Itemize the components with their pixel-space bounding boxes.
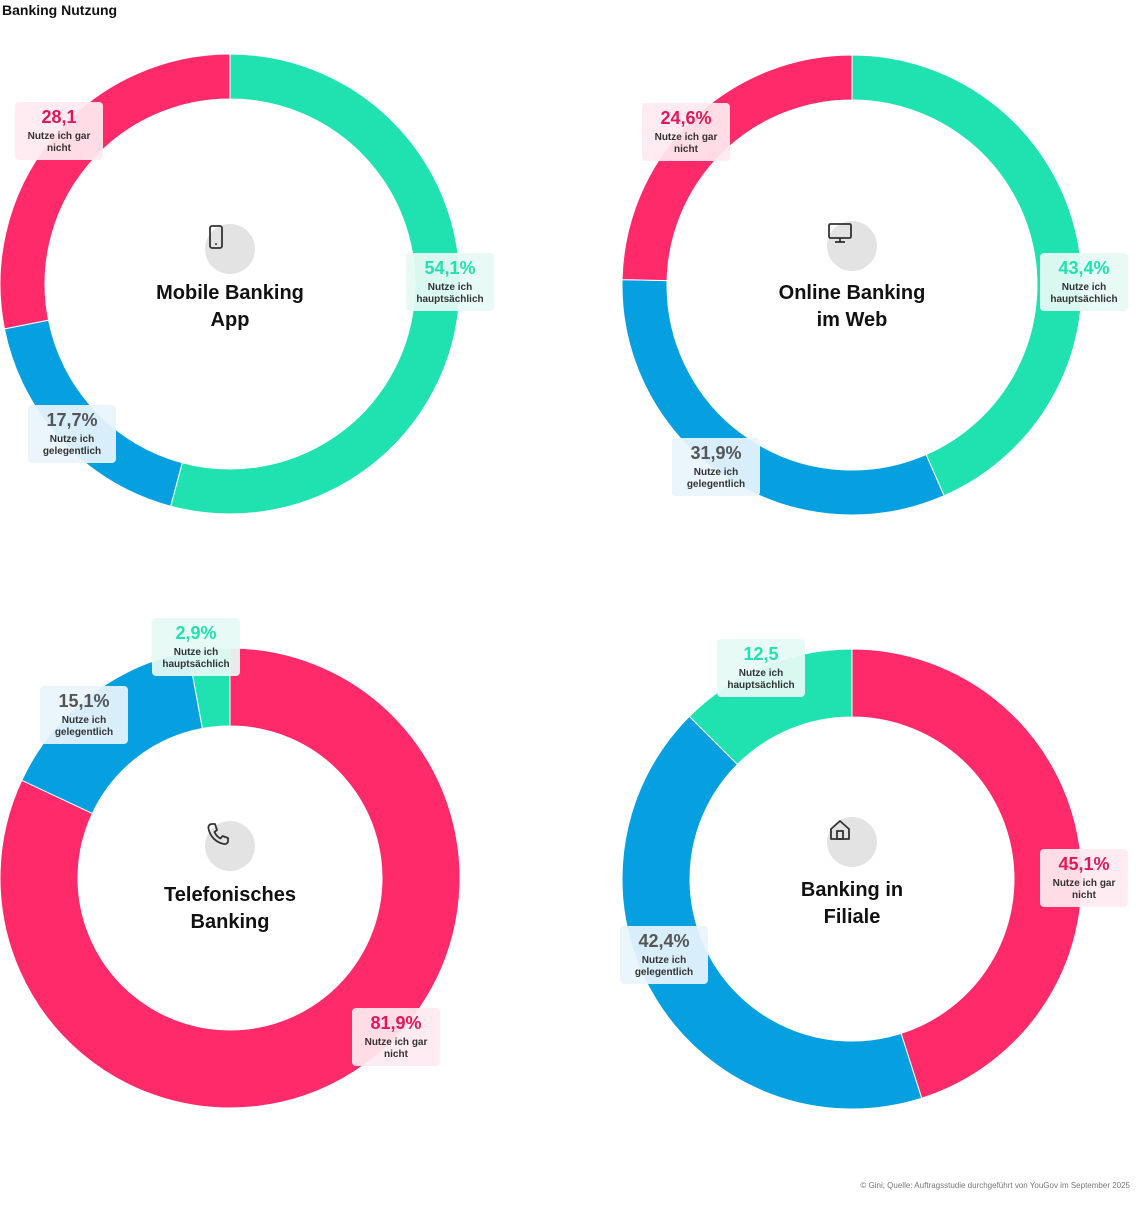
data-label-text: Nutze ich gelegentlich	[634, 955, 694, 978]
data-label-text: Nutze ich hauptsächlich	[416, 282, 484, 305]
data-label-gar_nicht: 81,9% Nutze ich gar nicht	[352, 1008, 440, 1066]
phone-icon	[205, 821, 255, 871]
data-label-gar_nicht: 45,1% Nutze ich gar nicht	[1040, 849, 1128, 907]
chart-title: Mobile Banking App	[156, 282, 304, 331]
data-label-text: Nutze ich gar nicht	[364, 1037, 428, 1060]
slice-gelegentlich	[621, 715, 923, 1110]
data-label-hauptsaechlich: 2,9% Nutze ich hauptsächlich	[152, 618, 240, 676]
data-label-value: 2,9%	[175, 623, 217, 643]
data-label-gelegentlich: 17,7% Nutze ich gelegentlich	[28, 405, 116, 463]
data-label-value: 15,1%	[58, 691, 110, 711]
house-icon	[827, 817, 877, 867]
slice-gar_nicht	[0, 647, 461, 1109]
data-label-text: Nutze ich hauptsächlich	[162, 647, 230, 670]
monitor-icon	[827, 221, 877, 271]
donut-svg	[621, 648, 1083, 1110]
source-footer: © Gini; Quelle: Auftragsstudie durchgefü…	[860, 1181, 1130, 1190]
data-label-text: Nutze ich gelegentlich	[54, 715, 114, 738]
donut-chart-3: Telefonisches Banking 81,9% Nutze ich gar …	[0, 618, 560, 1208]
data-label-gelegentlich: 15,1% Nutze ich gelegentlich	[40, 686, 128, 744]
data-label-value: 45,1%	[1058, 854, 1110, 874]
data-label-text: Nutze ich gar nicht	[1052, 878, 1116, 901]
data-label-text: Nutze ich gar nicht	[654, 132, 718, 155]
data-label-value: 54,1%	[424, 258, 476, 278]
data-label-text: Nutze ich gelegentlich	[42, 434, 102, 457]
slice-gar_nicht	[0, 53, 231, 330]
data-label-value: 28,1	[41, 107, 77, 127]
data-label-value: 31,9%	[690, 443, 742, 463]
donut-chart-4: Banking in Filiale 45,1% Nutze ich gar nic…	[620, 639, 1136, 1209]
slice-hauptsaechlich	[170, 53, 461, 515]
data-label-text: Nutze ich hauptsächlich	[727, 668, 795, 691]
data-label-gelegentlich: 42,4% Nutze ich gelegentlich	[620, 926, 708, 984]
slice-hauptsaechlich	[851, 54, 1083, 497]
chart-title: Telefonisches Banking	[164, 884, 296, 933]
chart-title: Online Banking im Web	[778, 282, 926, 331]
data-label-hauptsaechlich: 54,1% Nutze ich hauptsächlich	[406, 253, 494, 311]
data-label-hauptsaechlich: 43,4% Nutze ich hauptsächlich	[1040, 253, 1128, 311]
data-label-text: Nutze ich gelegentlich	[686, 467, 746, 490]
data-label-value: 43,4%	[1058, 258, 1110, 278]
data-label-value: 81,9%	[370, 1013, 422, 1033]
page-title: Banking Nutzung	[2, 2, 118, 18]
data-label-text: Nutze ich gar nicht	[27, 131, 91, 154]
data-label-value: 24,6%	[660, 108, 712, 128]
data-label-gar_nicht: 28,1 Nutze ich gar nicht	[15, 102, 103, 160]
data-label-gar_nicht: 24,6% Nutze ich gar nicht	[642, 103, 730, 161]
data-label-value: 17,7%	[46, 410, 98, 430]
data-label-value: 42,4%	[638, 931, 690, 951]
slice-gar_nicht	[621, 54, 853, 282]
data-label-text: Nutze ich hauptsächlich	[1050, 282, 1118, 305]
donut-chart-2: Online Banking im Web 43,4% Nutze ich haup…	[621, 54, 1136, 615]
data-label-gelegentlich: 31,9% Nutze ich gelegentlich	[672, 438, 760, 496]
data-label-hauptsaechlich: 12,5 Nutze ich hauptsächlich	[717, 639, 805, 697]
smartphone-icon	[205, 224, 255, 274]
slice-gar_nicht	[851, 648, 1083, 1099]
data-label-value: 12,5	[743, 644, 779, 664]
chart-title: Banking in Filiale	[800, 879, 904, 928]
donut-chart-1: Mobile Banking App 54,1% Nutze ich hauptsä…	[0, 53, 560, 614]
